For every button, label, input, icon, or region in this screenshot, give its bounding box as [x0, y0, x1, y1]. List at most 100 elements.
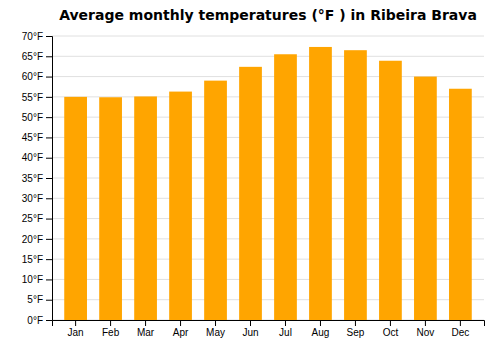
y-tick: 10°F — [22, 274, 52, 285]
chart-container: 0°F 5°F 10°F 15°F 20°F 25°F 30°F 35°F 40°F 45°F 50… — [0, 0, 500, 350]
grid — [52, 36, 484, 320]
y-tick-mark — [46, 77, 52, 78]
bar — [239, 67, 262, 320]
x-tick: Dec — [451, 320, 469, 338]
x-tick-label: Sep — [347, 327, 365, 338]
y-tick-label: 10°F — [22, 274, 43, 285]
y-tick: 55°F — [22, 92, 52, 103]
y-tick-mark — [46, 97, 52, 98]
y-tick-mark — [46, 320, 52, 321]
grid-line — [52, 56, 484, 57]
y-tick-label: 25°F — [22, 213, 43, 224]
bar — [204, 81, 227, 320]
x-axis: Jan Feb Mar Apr May Jun Jul Aug Sep Oct Nov Dec — [53, 320, 485, 338]
x-tick-mark — [320, 320, 321, 326]
x-tick: Mar — [137, 320, 155, 338]
x-tick-mark — [75, 320, 76, 326]
y-tick: 20°F — [22, 234, 52, 245]
y-tick-label: 65°F — [22, 51, 43, 62]
bar — [64, 97, 87, 320]
bar — [134, 96, 157, 320]
y-tick-mark — [46, 178, 52, 179]
x-tick-mark — [425, 320, 426, 326]
x-tick-label: Dec — [451, 327, 469, 338]
y-tick-mark — [46, 117, 52, 118]
y-tick-mark — [46, 198, 52, 199]
x-tick-mark — [110, 320, 111, 326]
x-tick: Oct — [383, 320, 399, 338]
y-tick-mark — [46, 36, 52, 37]
grid-line — [52, 36, 484, 37]
bar — [274, 54, 297, 320]
x-axis-line — [53, 321, 485, 327]
chart: 0°F 5°F 10°F 15°F 20°F 25°F 30°F 35°F 40°F 45°F 50… — [0, 0, 500, 350]
y-tick: 35°F — [22, 173, 52, 184]
x-tick-mark — [180, 320, 181, 326]
x-tick: Aug — [312, 320, 330, 338]
bar — [344, 50, 367, 320]
x-tick-label: Jun — [242, 327, 258, 338]
bar — [169, 92, 192, 320]
y-tick-label: 15°F — [22, 254, 43, 265]
y-tick: 5°F — [27, 294, 52, 305]
x-tick-mark — [285, 320, 286, 326]
x-tick: Feb — [102, 320, 120, 338]
y-tick: 40°F — [22, 152, 52, 163]
x-tick-mark — [355, 320, 356, 326]
x-tick: Apr — [173, 320, 189, 338]
x-tick-label: Jan — [68, 327, 84, 338]
x-tick-mark — [250, 320, 251, 326]
y-tick-mark — [46, 279, 52, 280]
y-tick-label: 45°F — [22, 132, 43, 143]
y-tick: 65°F — [22, 51, 52, 62]
bar — [99, 97, 122, 320]
y-tick: 45°F — [22, 132, 52, 143]
x-tick: Nov — [417, 320, 435, 338]
x-tick-label: Mar — [137, 327, 155, 338]
y-tick-mark — [46, 158, 52, 159]
y-tick-label: 0°F — [27, 315, 43, 326]
y-tick-mark — [46, 300, 52, 301]
x-tick-label: Aug — [312, 327, 330, 338]
x-tick-label: Apr — [173, 327, 189, 338]
bar — [449, 89, 472, 320]
x-tick-mark — [460, 320, 461, 326]
y-tick: 30°F — [22, 193, 52, 204]
y-tick-mark — [46, 56, 52, 57]
x-tick-mark — [145, 320, 146, 326]
y-tick-mark — [46, 219, 52, 220]
y-tick: 50°F — [22, 112, 52, 123]
x-tick: Jan — [68, 320, 84, 338]
y-tick: 0°F — [27, 315, 52, 326]
y-tick: 60°F — [22, 71, 52, 82]
x-tick: May — [206, 320, 225, 338]
y-tick-mark — [46, 259, 52, 260]
y-tick-label: 40°F — [22, 152, 43, 163]
y-tick-label: 70°F — [22, 31, 43, 42]
y-tick-label: 50°F — [22, 112, 43, 123]
y-tick-mark — [46, 137, 52, 138]
title: Average monthly temperatures (°F ) in Ri… — [59, 7, 477, 23]
y-tick: 70°F — [22, 31, 52, 42]
y-tick-label: 35°F — [22, 173, 43, 184]
plot-area — [64, 47, 472, 320]
x-tick-label: Oct — [383, 327, 399, 338]
y-tick: 15°F — [22, 254, 52, 265]
x-tick-mark — [215, 320, 216, 326]
y-tick-label: 5°F — [27, 294, 43, 305]
bar — [309, 47, 332, 320]
y-axis: 0°F 5°F 10°F 15°F 20°F 25°F 30°F 35°F 40°F 45°F 50… — [22, 31, 53, 326]
bar — [379, 61, 402, 320]
x-tick-label: May — [206, 327, 225, 338]
x-tick-label: Jul — [279, 327, 292, 338]
x-tick: Sep — [347, 320, 365, 338]
y-tick-label: 60°F — [22, 71, 43, 82]
y-tick-mark — [46, 239, 52, 240]
x-tick-label: Feb — [102, 327, 120, 338]
x-tick: Jun — [242, 320, 258, 338]
y-axis-line — [46, 37, 53, 321]
y-tick-label: 20°F — [22, 234, 43, 245]
y-tick: 25°F — [22, 213, 52, 224]
y-tick-label: 30°F — [22, 193, 43, 204]
y-tick-label: 55°F — [22, 92, 43, 103]
